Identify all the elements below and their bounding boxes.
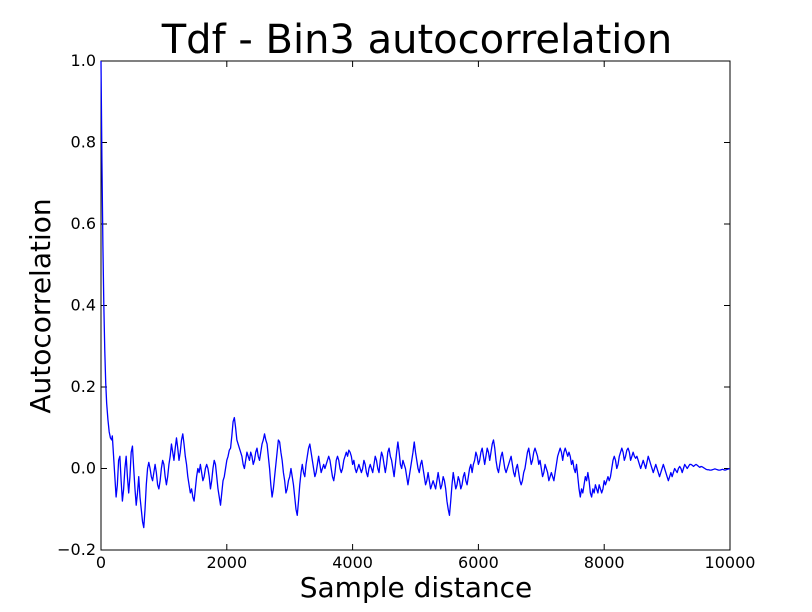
x-tick-label: 6000 [458,553,499,572]
y-tick-label: 0.4 [71,296,96,315]
y-tick-label: 0.8 [71,133,96,152]
chart-title: Tdf - Bin3 autocorrelation [161,17,673,63]
x-tick-label: 8000 [584,553,625,572]
y-tick-label: 0.0 [71,459,96,478]
x-tick-label: 2000 [206,553,247,572]
x-tick-label: 4000 [332,553,373,572]
x-axis-ticks: 0 2000 4000 6000 8000 10000 [96,61,756,572]
y-axis-ticks: −0.2 0.0 0.2 0.4 0.6 0.8 1.0 [57,51,730,559]
plot-frame [100,60,731,551]
y-axis-label: Autocorrelation [24,198,57,413]
y-tick-label: 0.2 [71,377,96,396]
plot-area: 0 2000 4000 6000 8000 10000 −0.20.00.20.40.60… [57,51,755,572]
x-tick-label: 10000 [705,553,756,572]
x-axis-label: Sample distance [300,571,533,604]
y-tick-label: 1.0 [71,51,96,70]
y-tick-label: 0.6 [71,214,96,233]
y-tick-label: −0.2 [57,540,96,559]
series-line [100,60,731,529]
x-tick-label: 0 [96,553,106,572]
